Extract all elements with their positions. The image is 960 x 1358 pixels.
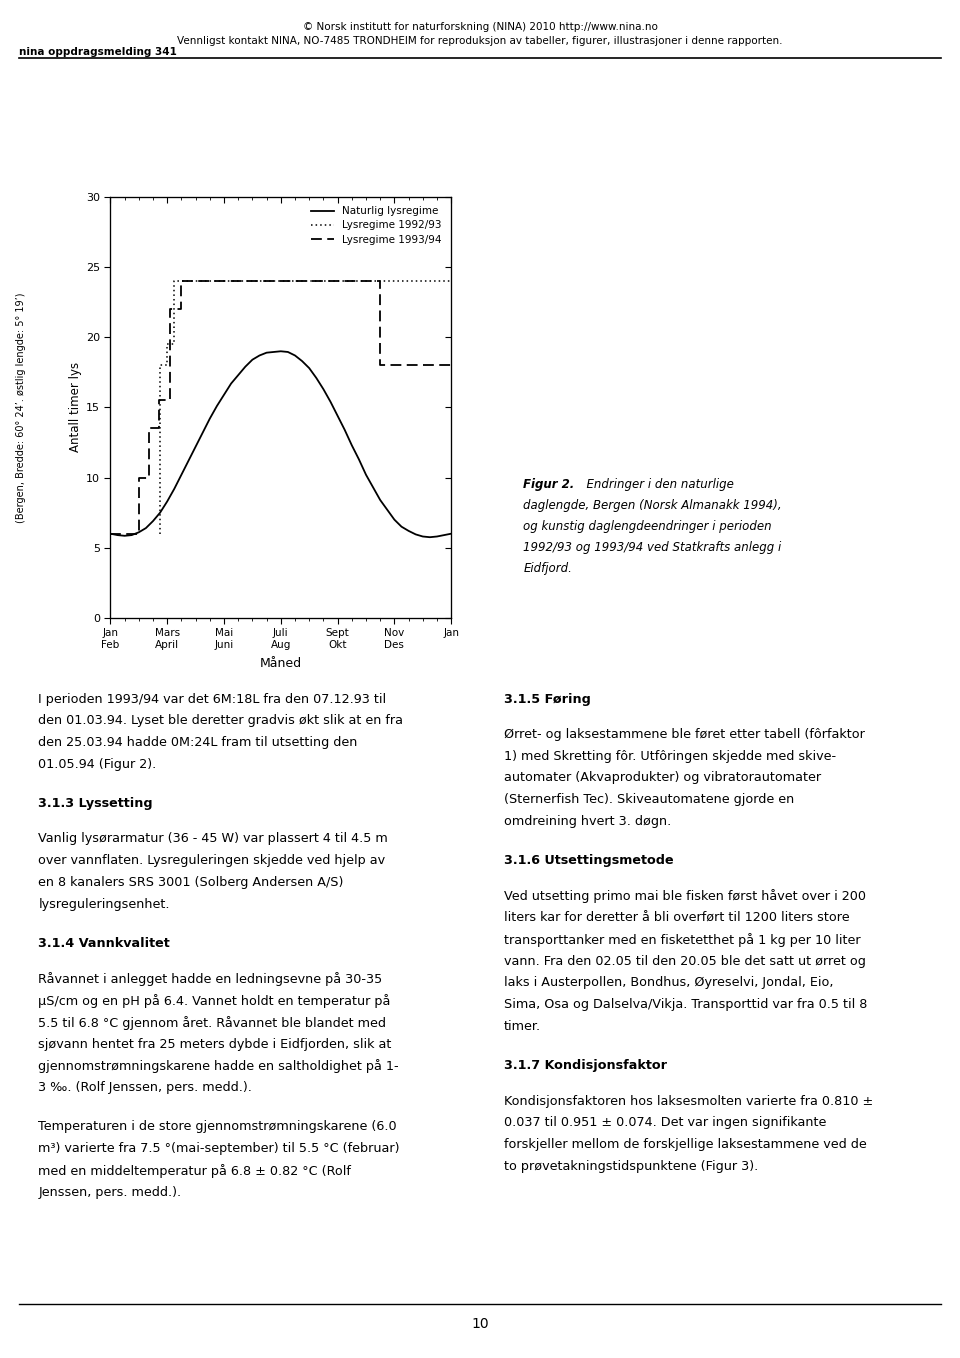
Text: m³) varierte fra 7.5 °(mai-september) til 5.5 °C (februar): m³) varierte fra 7.5 °(mai-september) ti… bbox=[38, 1142, 400, 1156]
Text: 3.1.4 Vannkvalitet: 3.1.4 Vannkvalitet bbox=[38, 937, 170, 951]
Y-axis label: Antall timer lys: Antall timer lys bbox=[69, 363, 82, 452]
Text: Vanlig lysørarmatur (36 - 45 W) var plassert 4 til 4.5 m: Vanlig lysørarmatur (36 - 45 W) var plas… bbox=[38, 832, 388, 846]
Text: Sima, Osa og Dalselva/Vikja. Transporttid var fra 0.5 til 8: Sima, Osa og Dalselva/Vikja. Transportti… bbox=[504, 998, 868, 1012]
Text: 3 ‰. (Rolf Jenssen, pers. medd.).: 3 ‰. (Rolf Jenssen, pers. medd.). bbox=[38, 1081, 252, 1095]
Text: 10: 10 bbox=[471, 1317, 489, 1331]
Text: Råvannet i anlegget hadde en ledningsevne på 30-35: Råvannet i anlegget hadde en ledningsevn… bbox=[38, 972, 383, 986]
Text: 0.037 til 0.951 ± 0.074. Det var ingen signifikante: 0.037 til 0.951 ± 0.074. Det var ingen s… bbox=[504, 1116, 827, 1130]
Text: 3.1.6 Utsettingsmetode: 3.1.6 Utsettingsmetode bbox=[504, 854, 674, 868]
Text: Kondisjonsfaktoren hos laksesmolten varierte fra 0.810 ±: Kondisjonsfaktoren hos laksesmolten vari… bbox=[504, 1095, 874, 1108]
Text: 5.5 til 6.8 °C gjennom året. Råvannet ble blandet med: 5.5 til 6.8 °C gjennom året. Råvannet bl… bbox=[38, 1016, 386, 1029]
Text: og kunstig daglengdeendringer i perioden: og kunstig daglengdeendringer i perioden bbox=[523, 520, 772, 534]
Text: timer.: timer. bbox=[504, 1020, 541, 1033]
Text: Endringer i den naturlige: Endringer i den naturlige bbox=[579, 478, 733, 492]
Text: © Norsk institutt for naturforskning (NINA) 2010 http://www.nina.no: © Norsk institutt for naturforskning (NI… bbox=[302, 22, 658, 33]
Text: Ved utsetting primo mai ble fisken først håvet over i 200: Ved utsetting primo mai ble fisken først… bbox=[504, 889, 866, 903]
Text: gjennomstrømningskarene hadde en saltholdighet på 1-: gjennomstrømningskarene hadde en salthol… bbox=[38, 1059, 399, 1073]
Text: Figur 2.: Figur 2. bbox=[523, 478, 574, 492]
Text: forskjeller mellom de forskjellige laksestammene ved de: forskjeller mellom de forskjellige lakse… bbox=[504, 1138, 867, 1152]
Text: 1992/93 og 1993/94 ved Statkrafts anlegg i: 1992/93 og 1993/94 ved Statkrafts anlegg… bbox=[523, 540, 781, 554]
Text: laks i Austerpollen, Bondhus, Øyreselvi, Jondal, Eio,: laks i Austerpollen, Bondhus, Øyreselvi,… bbox=[504, 976, 833, 990]
Text: Vennligst kontakt NINA, NO-7485 TRONDHEIM for reproduksjon av tabeller, figurer,: Vennligst kontakt NINA, NO-7485 TRONDHEI… bbox=[178, 35, 782, 46]
Text: I perioden 1993/94 var det 6M:18L fra den 07.12.93 til: I perioden 1993/94 var det 6M:18L fra de… bbox=[38, 693, 387, 706]
Text: 3.1.5 Føring: 3.1.5 Føring bbox=[504, 693, 590, 706]
Text: sjøvann hentet fra 25 meters dybde i Eidfjorden, slik at: sjøvann hentet fra 25 meters dybde i Eid… bbox=[38, 1038, 392, 1051]
Text: over vannflaten. Lysreguleringen skjedde ved hjelp av: over vannflaten. Lysreguleringen skjedde… bbox=[38, 854, 386, 868]
Text: (Sternerfish Tec). Skiveautomatene gjorde en: (Sternerfish Tec). Skiveautomatene gjord… bbox=[504, 793, 794, 807]
Text: Temperaturen i de store gjennomstrømningskarene (6.0: Temperaturen i de store gjennomstrømning… bbox=[38, 1120, 397, 1134]
Text: (Bergen, Bredde: 60° 24’. østlig lengde: 5° 19’): (Bergen, Bredde: 60° 24’. østlig lengde:… bbox=[16, 292, 26, 523]
Text: to prøvetakningstidspunktene (Figur 3).: to prøvetakningstidspunktene (Figur 3). bbox=[504, 1160, 758, 1173]
Text: transporttanker med en fisketetthet på 1 kg per 10 liter: transporttanker med en fisketetthet på 1… bbox=[504, 933, 860, 947]
Text: omdreining hvert 3. døgn.: omdreining hvert 3. døgn. bbox=[504, 815, 671, 828]
Text: Ørret- og laksestammene ble føret etter tabell (fôrfaktor: Ørret- og laksestammene ble føret etter … bbox=[504, 728, 865, 741]
Text: 01.05.94 (Figur 2).: 01.05.94 (Figur 2). bbox=[38, 758, 156, 771]
X-axis label: Måned: Måned bbox=[260, 657, 301, 669]
Text: vann. Fra den 02.05 til den 20.05 ble det satt ut ørret og: vann. Fra den 02.05 til den 20.05 ble de… bbox=[504, 955, 866, 968]
Text: μS/cm og en pH på 6.4. Vannet holdt en temperatur på: μS/cm og en pH på 6.4. Vannet holdt en t… bbox=[38, 994, 391, 1008]
Text: daglengde, Bergen (Norsk Almanakk 1994),: daglengde, Bergen (Norsk Almanakk 1994), bbox=[523, 498, 781, 512]
Text: automater (Akvaprodukter) og vibratorautomater: automater (Akvaprodukter) og vibratoraut… bbox=[504, 771, 821, 785]
Text: 3.1.7 Kondisjonsfaktor: 3.1.7 Kondisjonsfaktor bbox=[504, 1059, 667, 1073]
Text: nina oppdragsmelding 341: nina oppdragsmelding 341 bbox=[19, 48, 177, 57]
Text: en 8 kanalers SRS 3001 (Solberg Andersen A/S): en 8 kanalers SRS 3001 (Solberg Andersen… bbox=[38, 876, 344, 889]
Text: 3.1.3 Lyssetting: 3.1.3 Lyssetting bbox=[38, 797, 153, 811]
Legend: Naturlig lysregime, Lysregime 1992/93, Lysregime 1993/94: Naturlig lysregime, Lysregime 1992/93, L… bbox=[307, 202, 446, 249]
Text: den 25.03.94 hadde 0M:24L fram til utsetting den: den 25.03.94 hadde 0M:24L fram til utset… bbox=[38, 736, 358, 750]
Text: Eidfjord.: Eidfjord. bbox=[523, 562, 572, 576]
Text: den 01.03.94. Lyset ble deretter gradvis økt slik at en fra: den 01.03.94. Lyset ble deretter gradvis… bbox=[38, 714, 403, 728]
Text: 1) med Skretting fôr. Utfôringen skjedde med skive-: 1) med Skretting fôr. Utfôringen skjedde… bbox=[504, 750, 836, 763]
Text: med en middeltemperatur på 6.8 ± 0.82 °C (Rolf: med en middeltemperatur på 6.8 ± 0.82 °C… bbox=[38, 1164, 351, 1177]
Text: Jenssen, pers. medd.).: Jenssen, pers. medd.). bbox=[38, 1186, 181, 1199]
Text: lysreguleringsenhet.: lysreguleringsenhet. bbox=[38, 898, 170, 911]
Text: liters kar for deretter å bli overført til 1200 liters store: liters kar for deretter å bli overført t… bbox=[504, 911, 850, 925]
